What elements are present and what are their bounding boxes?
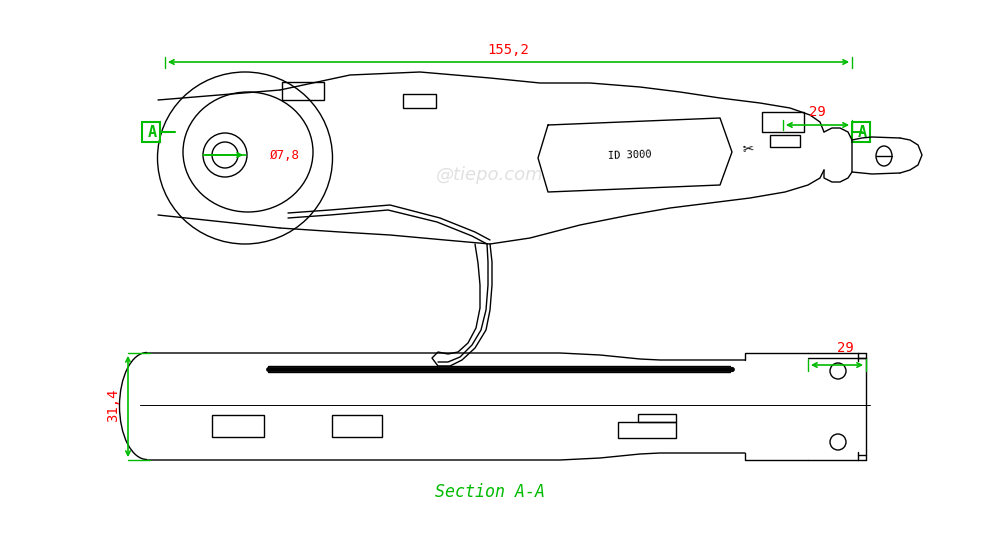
Text: ✂: ✂ [742,142,754,157]
Text: A: A [147,125,157,140]
Bar [638,414,676,422]
Text: Ø7,8: Ø7,8 [270,149,300,162]
Text: 31,4: 31,4 [106,388,120,422]
Bar [618,422,676,438]
Text: 155,2: 155,2 [487,43,529,57]
Bar [282,82,324,100]
Bar [142,122,160,142]
Bar [403,94,436,108]
Bar [852,122,870,142]
Bar [332,415,382,437]
Text: 29: 29 [837,341,853,355]
Text: @tiepo.com: @tiepo.com [437,166,543,184]
Text: Section A-A: Section A-A [435,483,545,501]
Bar [212,415,264,437]
Bar [762,112,804,132]
Text: ID 3000: ID 3000 [608,149,652,160]
Text: 29: 29 [808,105,825,119]
Bar [770,135,800,147]
Text: A: A [857,125,866,140]
